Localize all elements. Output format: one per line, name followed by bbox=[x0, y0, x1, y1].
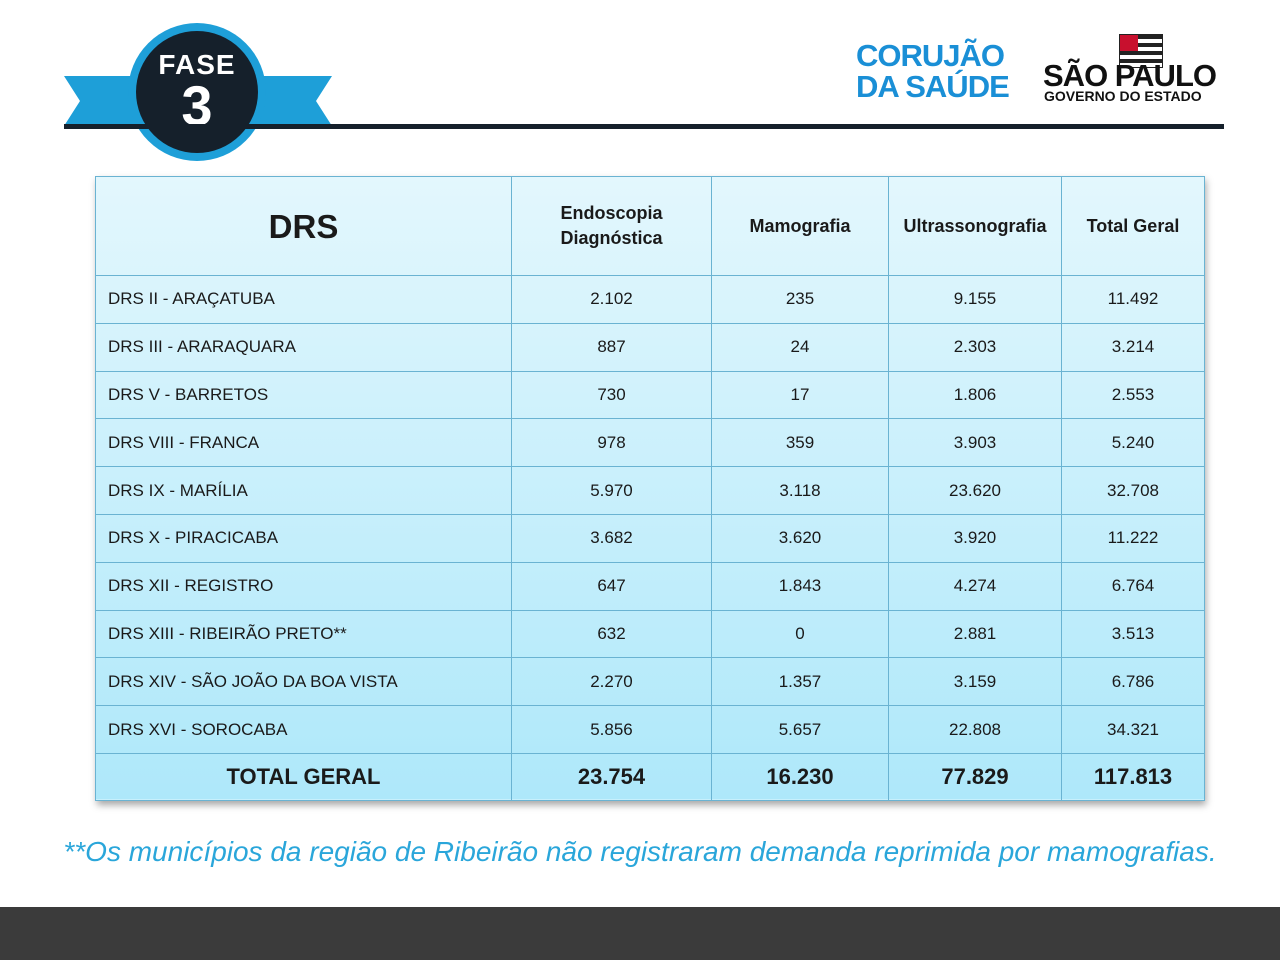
sao-paulo-logo: SÃO PAULO GOVERNO DO ESTADO bbox=[1043, 34, 1227, 106]
drs-table-container: DRS Endoscopia Diagnóstica Mamografia Ul… bbox=[95, 176, 1205, 801]
table-cell-ultrassonografia: 3.920 bbox=[888, 513, 1062, 563]
table-cell-total: 2.553 bbox=[1061, 370, 1205, 420]
table-row: DRS XII - REGISTRO 647 1.843 4.274 6.764 bbox=[95, 561, 1205, 611]
table-cell-endoscopia: 978 bbox=[511, 418, 712, 468]
table-cell-total: 11.492 bbox=[1061, 275, 1205, 324]
sao-paulo-subtitle: GOVERNO DO ESTADO bbox=[1044, 88, 1202, 104]
table-cell-mamografia: 5.657 bbox=[711, 705, 889, 754]
table-cell-endoscopia: 2.102 bbox=[511, 275, 712, 324]
table-cell-mamografia: 3.620 bbox=[711, 513, 889, 563]
footnote: **Os municípios da região de Ribeirão nã… bbox=[63, 836, 1217, 867]
table-cell-ultrassonografia: 22.808 bbox=[888, 705, 1062, 754]
table-header-row: DRS Endoscopia Diagnóstica Mamografia Ul… bbox=[95, 176, 1205, 276]
table-cell-ultrassonografia: 9.155 bbox=[888, 275, 1062, 324]
table-row: DRS IX - MARÍLIA 5.970 3.118 23.620 32.7… bbox=[95, 466, 1205, 515]
table-cell-mamografia: 1.843 bbox=[711, 561, 889, 611]
table-cell-drs: DRS VIII - FRANCA bbox=[95, 418, 512, 468]
total-mamografia: 16.230 bbox=[711, 752, 889, 801]
table-cell-endoscopia: 5.856 bbox=[511, 705, 712, 754]
table-row: DRS VIII - FRANCA 978 359 3.903 5.240 bbox=[95, 418, 1205, 468]
corujao-logo-line1: CORUJÃO bbox=[856, 38, 1005, 73]
total-endoscopia: 23.754 bbox=[511, 752, 712, 801]
table-cell-ultrassonografia: 1.806 bbox=[888, 370, 1062, 420]
table-cell-drs: DRS XII - REGISTRO bbox=[95, 561, 512, 611]
column-header-endoscopia: Endoscopia Diagnóstica bbox=[511, 176, 712, 276]
phase-label: FASE bbox=[158, 49, 236, 80]
table-cell-drs: DRS XVI - SOROCABA bbox=[95, 705, 512, 754]
table-cell-ultrassonografia: 23.620 bbox=[888, 466, 1062, 515]
table-cell-mamografia: 24 bbox=[711, 322, 889, 372]
column-header-ultrassonografia: Ultrassonografia bbox=[888, 176, 1062, 276]
table-cell-total: 5.240 bbox=[1061, 418, 1205, 468]
table-cell-drs: DRS IX - MARÍLIA bbox=[95, 466, 512, 515]
table-total-row: TOTAL GERAL 23.754 16.230 77.829 117.813 bbox=[95, 752, 1205, 801]
table-cell-drs: DRS V - BARRETOS bbox=[95, 370, 512, 420]
table-cell-mamografia: 17 bbox=[711, 370, 889, 420]
table-cell-drs: DRS XIII - RIBEIRÃO PRETO** bbox=[95, 609, 512, 659]
table-cell-endoscopia: 647 bbox=[511, 561, 712, 611]
table-cell-endoscopia: 887 bbox=[511, 322, 712, 372]
column-header-mamografia: Mamografia bbox=[711, 176, 889, 276]
table-cell-endoscopia: 5.970 bbox=[511, 466, 712, 515]
table-cell-ultrassonografia: 2.303 bbox=[888, 322, 1062, 372]
table-cell-endoscopia: 730 bbox=[511, 370, 712, 420]
table-row: DRS XVI - SOROCABA 5.856 5.657 22.808 34… bbox=[95, 705, 1205, 754]
table-cell-drs: DRS XIV - SÃO JOÃO DA BOA VISTA bbox=[95, 657, 512, 707]
drs-table: DRS Endoscopia Diagnóstica Mamografia Ul… bbox=[95, 176, 1205, 801]
table-cell-total: 3.214 bbox=[1061, 322, 1205, 372]
table-cell-endoscopia: 632 bbox=[511, 609, 712, 659]
table-cell-mamografia: 3.118 bbox=[711, 466, 889, 515]
table-row: DRS XIII - RIBEIRÃO PRETO** 632 0 2.881 … bbox=[95, 609, 1205, 659]
table-cell-mamografia: 235 bbox=[711, 275, 889, 324]
table-cell-drs: DRS III - ARARAQUARA bbox=[95, 322, 512, 372]
table-cell-mamografia: 1.357 bbox=[711, 657, 889, 707]
sao-paulo-title: SÃO PAULO bbox=[1043, 58, 1217, 93]
corujao-logo-line2: DA SAÚDE bbox=[856, 69, 1010, 104]
phase-badge-inner: FASE 3 bbox=[136, 31, 258, 153]
table-row: DRS XIV - SÃO JOÃO DA BOA VISTA 2.270 1.… bbox=[95, 657, 1205, 707]
sao-paulo-flag-icon bbox=[1119, 34, 1163, 68]
table-cell-mamografia: 359 bbox=[711, 418, 889, 468]
footer-bar bbox=[0, 907, 1280, 960]
table-cell-total: 11.222 bbox=[1061, 513, 1205, 563]
table-cell-total: 32.708 bbox=[1061, 466, 1205, 515]
column-header-total-geral: Total Geral bbox=[1061, 176, 1205, 276]
table-cell-drs: DRS X - PIRACICABA bbox=[95, 513, 512, 563]
table-cell-ultrassonografia: 3.903 bbox=[888, 418, 1062, 468]
header-divider bbox=[64, 124, 1224, 129]
table-cell-total: 6.764 bbox=[1061, 561, 1205, 611]
table-row: DRS III - ARARAQUARA 887 24 2.303 3.214 bbox=[95, 322, 1205, 372]
total-ultrassonografia: 77.829 bbox=[888, 752, 1062, 801]
total-label: TOTAL GERAL bbox=[95, 752, 512, 801]
table-cell-total: 6.786 bbox=[1061, 657, 1205, 707]
table-cell-mamografia: 0 bbox=[711, 609, 889, 659]
table-cell-endoscopia: 3.682 bbox=[511, 513, 712, 563]
table-cell-ultrassonografia: 2.881 bbox=[888, 609, 1062, 659]
table-cell-endoscopia: 2.270 bbox=[511, 657, 712, 707]
table-cell-total: 34.321 bbox=[1061, 705, 1205, 754]
phase-badge: FASE 3 bbox=[128, 23, 266, 161]
table-cell-ultrassonografia: 4.274 bbox=[888, 561, 1062, 611]
table-row: DRS X - PIRACICABA 3.682 3.620 3.920 11.… bbox=[95, 513, 1205, 563]
table-cell-drs: DRS II - ARAÇATUBA bbox=[95, 275, 512, 324]
corujao-logo: CORUJÃO DA SAÚDE bbox=[856, 38, 1010, 104]
table-cell-total: 3.513 bbox=[1061, 609, 1205, 659]
table-row: DRS II - ARAÇATUBA 2.102 235 9.155 11.49… bbox=[95, 275, 1205, 324]
slide-header: FASE 3 CORUJÃO DA SAÚDE SÃO PAULO GOVERN… bbox=[0, 0, 1280, 165]
total-geral: 117.813 bbox=[1061, 752, 1205, 801]
table-cell-ultrassonografia: 3.159 bbox=[888, 657, 1062, 707]
column-header-drs: DRS bbox=[95, 176, 512, 276]
table-row: DRS V - BARRETOS 730 17 1.806 2.553 bbox=[95, 370, 1205, 420]
